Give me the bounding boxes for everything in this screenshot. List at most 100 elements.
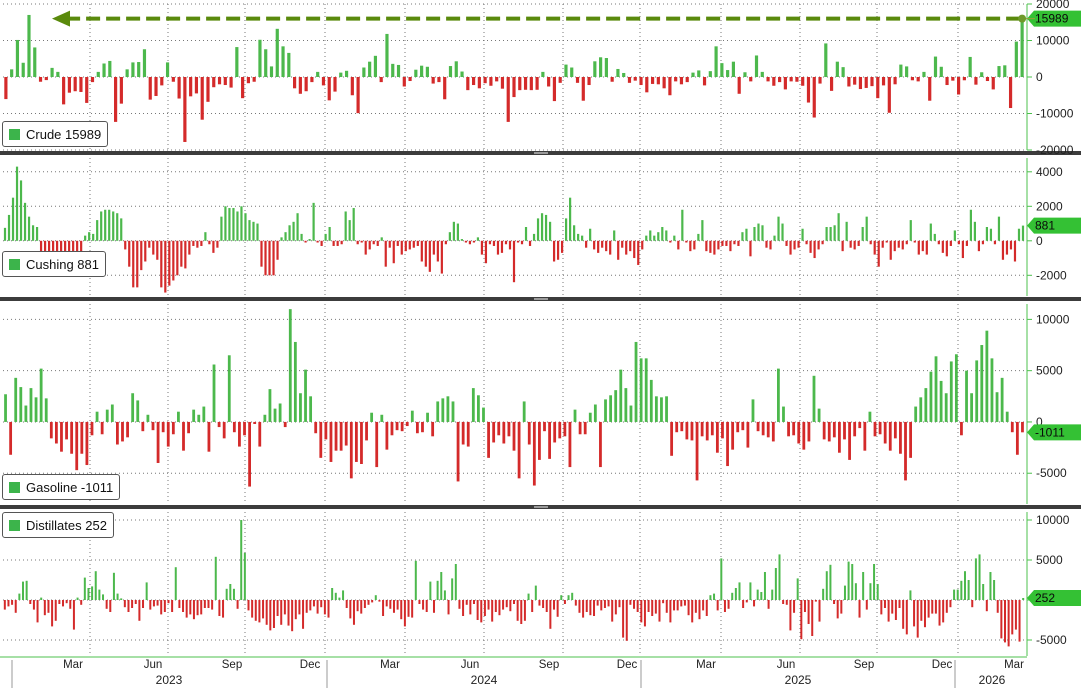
bar [296,213,299,241]
bar [146,414,150,422]
bar [140,240,143,271]
y-tick-label: -20000 [1036,143,1074,157]
bar [356,600,359,612]
bar [262,600,265,619]
bar [171,600,174,612]
bar [778,77,782,83]
bar [7,214,11,241]
bar [756,589,759,600]
bar [548,221,552,241]
bar [208,240,211,245]
bar [693,240,696,250]
bar [916,77,920,82]
bar [360,240,363,243]
bar [869,583,872,600]
bar [818,600,821,622]
bar [196,600,199,616]
bar [675,421,679,433]
bar [621,240,624,248]
bar [669,600,672,623]
bar [529,77,533,91]
bar [269,600,272,631]
bar [691,600,694,623]
bar [625,240,628,255]
bar [861,227,864,241]
bar [687,600,690,616]
bar [308,239,311,241]
bar [673,600,676,611]
bar [818,77,822,84]
bar [108,209,111,241]
bar [446,396,450,422]
bar [995,392,999,422]
bar [665,396,668,422]
bar [619,369,623,422]
bar [292,221,295,241]
bar [829,564,832,600]
bar [448,66,453,77]
bar [116,421,119,445]
bar [508,240,512,250]
bar [396,64,401,77]
bar [745,600,748,603]
x-tick-year-label: 2026 [979,673,1006,687]
bar [873,240,876,255]
bar [720,558,723,600]
bar [705,240,708,252]
bar [593,404,597,422]
bar [928,77,932,101]
bar [182,421,185,451]
bar [344,421,348,446]
bar [252,221,255,241]
bar [43,600,46,616]
bar [316,71,320,77]
bar [1005,411,1009,422]
bar [174,567,177,600]
bar [316,240,319,243]
bar [581,235,584,241]
bar [931,600,934,614]
bar [483,77,487,84]
bar [1007,600,1010,647]
bar [876,77,880,99]
bar [244,213,247,241]
bar [304,77,308,92]
bar [62,600,65,607]
bar [702,77,707,86]
bar [309,600,312,611]
bar [408,240,411,250]
bar [225,588,228,600]
bar [829,77,834,91]
bar [371,600,374,603]
bar [460,71,464,77]
bar [934,600,937,614]
panel-gasoline: 10000 5000 0 -5000 -1011 [3,304,1081,504]
bar [643,600,646,627]
bar [65,600,68,604]
bar [942,600,945,623]
legend-distillates-label: Distillates 252 [26,517,107,533]
bar [749,582,752,600]
bar [80,421,84,454]
last-value-label: 881 [1035,219,1055,233]
bar [465,600,468,605]
bar [264,49,268,77]
bar [378,600,381,602]
separator-grip [534,152,548,154]
bar [873,421,877,437]
bar [582,600,585,618]
bar [410,410,414,422]
bar [806,77,811,103]
bar [727,600,730,609]
bar [898,600,901,608]
bar [622,600,625,638]
bar [662,77,666,89]
bar [801,228,804,241]
bar [368,61,372,77]
bar [817,240,820,250]
bar [109,600,112,612]
bar [339,72,343,77]
bar [697,233,700,241]
bar [674,77,678,82]
bar [264,240,267,276]
